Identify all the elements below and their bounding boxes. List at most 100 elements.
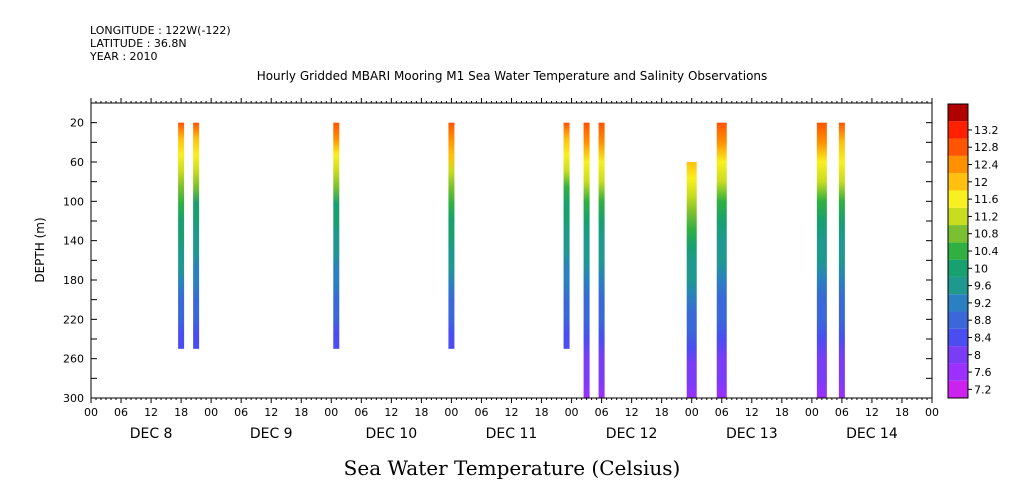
x-tick-label: 18	[535, 406, 549, 419]
colorbar-label: 11.6	[974, 193, 999, 206]
x-tick-label: 12	[625, 406, 639, 419]
y-axis: 20 60 100 140 180 220 260 300	[63, 117, 932, 405]
x-tick-label: 18	[655, 406, 669, 419]
y-tick-label: 60	[70, 156, 84, 169]
colorbar-label: 11.2	[974, 210, 999, 223]
x-day-label: DEC 10	[366, 426, 418, 442]
temperature-profile	[598, 122, 605, 399]
x-tick-label: 18	[174, 406, 188, 419]
x-day-label: DEC 14	[846, 426, 898, 442]
y-axis-label: DEPTH (m)	[33, 217, 47, 282]
colorbar-label: 7.6	[974, 366, 992, 379]
x-tick-label: 06	[715, 406, 729, 419]
y-tick-label: 180	[63, 274, 84, 287]
x-day-label: DEC 8	[130, 426, 173, 442]
temperature-profile	[838, 122, 845, 399]
x-tick-label: 00	[444, 406, 458, 419]
temperature-profile	[583, 122, 590, 399]
colorbar-label: 10	[974, 262, 988, 275]
x-tick-label: 00	[565, 406, 579, 419]
colorbar-swatch	[948, 242, 968, 260]
metadata-block: LONGITUDE : 122W(-122) LATITUDE : 36.8N …	[90, 24, 231, 63]
y-tick-label: 300	[63, 392, 84, 405]
temperature-profile	[716, 122, 727, 399]
temperature-profile	[816, 122, 827, 399]
colorbar-label: 7.2	[974, 383, 992, 396]
colorbar-label: 8	[974, 349, 981, 362]
colorbar-swatch	[948, 259, 968, 277]
y-tick-label: 140	[63, 235, 84, 248]
colorbar-swatch	[948, 155, 968, 174]
colorbar-swatch	[948, 207, 968, 226]
y-tick-label: 100	[63, 195, 84, 208]
chart-title: Hourly Gridded MBARI Mooring M1 Sea Wate…	[257, 69, 768, 83]
x-tick-label: 12	[505, 406, 519, 419]
y-tick-label: 220	[63, 313, 84, 326]
colorbar-swatch	[948, 311, 968, 329]
temperature-profile	[333, 122, 340, 349]
x-tick-label: 06	[234, 406, 248, 419]
x-tick-label: 06	[474, 406, 488, 419]
x-day-label: DEC 12	[606, 426, 658, 442]
x-tick-label: 00	[324, 406, 338, 419]
x-day-label: DEC 13	[726, 426, 778, 442]
x-tick-label: 06	[114, 406, 128, 419]
colorbar-label: 10.4	[974, 245, 999, 258]
profiles-layer	[178, 122, 845, 399]
colorbar-swatch	[948, 225, 968, 243]
plot-frame	[90, 102, 933, 399]
colorbar-label: 12.8	[974, 141, 999, 154]
temperature-profile	[448, 122, 455, 349]
x-day-label: DEC 11	[486, 426, 538, 442]
colorbar-swatch	[948, 173, 968, 191]
colorbar-swatch	[948, 363, 968, 381]
x-axis-label: Sea Water Temperature (Celsius)	[344, 456, 681, 480]
x-axis: 00 06 12 18 00 06 12 18 00 06 12 18 00 06 12 18 00 06 12 18…	[84, 98, 939, 442]
x-tick-label: 06	[354, 406, 368, 419]
x-tick-label: 06	[835, 406, 849, 419]
x-tick-label: 12	[384, 406, 398, 419]
x-tick-label: 12	[865, 406, 879, 419]
colorbar-swatch	[948, 190, 968, 208]
x-tick-label: 00	[84, 406, 98, 419]
x-tick-label: 00	[204, 406, 218, 419]
x-tick-label: 18	[895, 406, 909, 419]
x-tick-label: 00	[685, 406, 699, 419]
y-tick-label: 20	[70, 117, 84, 130]
colorbar-swatch	[948, 328, 968, 347]
temperature-profile	[563, 122, 570, 349]
year-label: YEAR : 2010	[90, 50, 158, 63]
x-tick-label: 12	[264, 406, 278, 419]
x-tick-label: 06	[595, 406, 609, 419]
x-tick-label: 18	[414, 406, 428, 419]
colorbar: 7.2 7.6 8 8.4 8.8 9.2 9.6 10 10.4 10.8 11.2 11.6 12 1…	[947, 103, 999, 399]
colorbar-label: 12.4	[974, 159, 999, 172]
latitude-label: LATITUDE : 36.8N	[90, 37, 187, 50]
colorbar-swatch	[948, 380, 968, 398]
colorbar-label: 13.2	[974, 124, 999, 137]
colorbar-swatch	[948, 121, 968, 139]
x-tick-label: 12	[745, 406, 759, 419]
colorbar-label: 10.8	[974, 228, 999, 241]
y-tick-label: 260	[63, 353, 84, 366]
x-tick-label: 12	[144, 406, 158, 419]
colorbar-label: 9.6	[974, 280, 992, 293]
colorbar-label: 8.4	[974, 331, 992, 344]
x-tick-label: 18	[775, 406, 789, 419]
x-tick-label: 00	[925, 406, 939, 419]
colorbar-swatch	[948, 276, 968, 295]
longitude-label: LONGITUDE : 122W(-122)	[90, 24, 231, 37]
x-tick-label: 18	[294, 406, 308, 419]
temperature-profile	[178, 122, 185, 349]
x-day-label: DEC 9	[250, 426, 293, 442]
colorbar-swatch	[948, 104, 968, 122]
colorbar-label: 9.2	[974, 297, 992, 310]
colorbar-label: 8.8	[974, 314, 992, 327]
colorbar-swatch	[948, 346, 968, 364]
temperature-profile	[193, 122, 200, 349]
temperature-profile	[686, 162, 697, 398]
colorbar-swatch	[948, 294, 968, 312]
colorbar-label: 12	[974, 176, 988, 189]
x-tick-label: 00	[805, 406, 819, 419]
